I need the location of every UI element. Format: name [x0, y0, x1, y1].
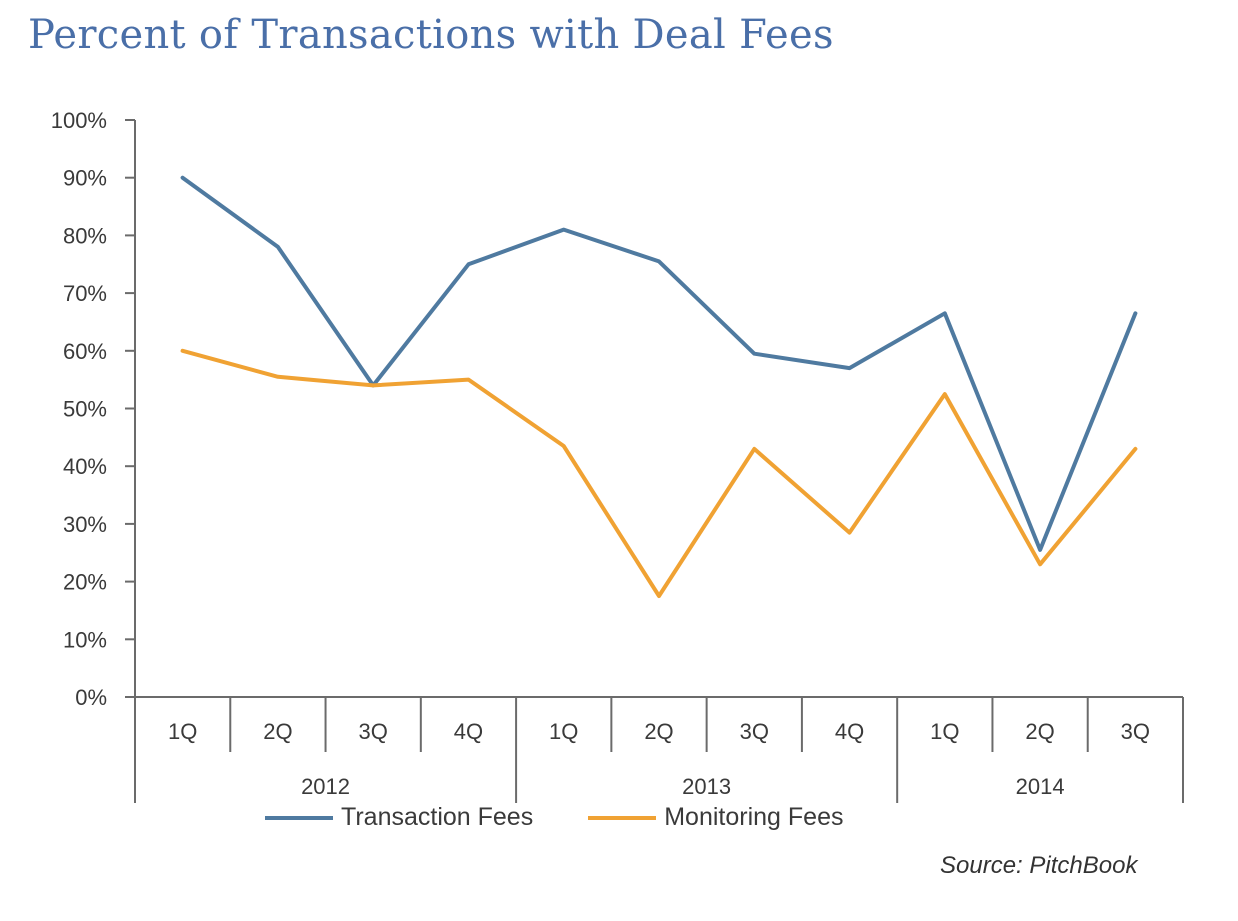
- x-category-label: 2Q: [1025, 719, 1054, 744]
- chart-title: Percent of Transactions with Deal Fees: [28, 12, 834, 58]
- legend-label-monitoring-fees: Monitoring Fees: [664, 803, 844, 831]
- x-category-label: 4Q: [454, 719, 483, 744]
- source-note: Source: PitchBook: [940, 852, 1138, 879]
- x-category-label: 3Q: [740, 719, 769, 744]
- series-line-transaction-fees: [180, 175, 1138, 552]
- x-category-label: 1Q: [168, 719, 197, 744]
- legend-swatch-monitoring-fees: [588, 815, 657, 820]
- x-axis-categories: 1Q 2Q 3Q 4Q 1Q 2Q 3Q 4Q 1Q 2Q 3Q: [134, 697, 1184, 752]
- y-tick-label: 0%: [75, 685, 107, 710]
- legend-swatch-transaction-fees: [265, 815, 333, 820]
- series-line-monitoring-fees: [180, 348, 1138, 598]
- y-tick-label: 70%: [63, 281, 107, 306]
- y-tick-label: 40%: [63, 454, 107, 479]
- x-category-label: 3Q: [1121, 719, 1150, 744]
- y-tick-label: 10%: [63, 627, 107, 652]
- y-tick-label: 90%: [63, 166, 107, 191]
- y-tick-label: 80%: [63, 223, 107, 248]
- axes: [134, 120, 1183, 698]
- x-category-label: 2Q: [263, 719, 292, 744]
- legend-label-transaction-fees: Transaction Fees: [341, 803, 534, 831]
- x-category-label: 1Q: [549, 719, 578, 744]
- y-tick-label: 60%: [63, 339, 107, 364]
- x-category-label: 2Q: [644, 719, 673, 744]
- series-lines: [180, 175, 1138, 598]
- legend: Transaction Fees Monitoring Fees: [265, 803, 898, 832]
- legend-item-transaction-fees: Transaction Fees: [265, 803, 533, 832]
- y-tick-label: 30%: [63, 512, 107, 537]
- x-axis-groups: 2012 2013 2014: [134, 752, 1184, 803]
- y-tick-label: 20%: [63, 570, 107, 595]
- legend-item-monitoring-fees: Monitoring Fees: [588, 803, 843, 832]
- x-group-label: 2014: [1016, 774, 1065, 799]
- y-tick-label: 50%: [63, 397, 107, 422]
- x-category-label: 4Q: [835, 719, 864, 744]
- y-axis-ticks: 0% 10% 20% 30% 40% 50% 60% 70% 80% 90% 100%: [51, 108, 135, 710]
- x-category-label: 3Q: [359, 719, 388, 744]
- x-category-label: 1Q: [930, 719, 959, 744]
- x-group-label: 2013: [682, 774, 731, 799]
- x-group-label: 2012: [301, 774, 350, 799]
- y-tick-label: 100%: [51, 108, 107, 133]
